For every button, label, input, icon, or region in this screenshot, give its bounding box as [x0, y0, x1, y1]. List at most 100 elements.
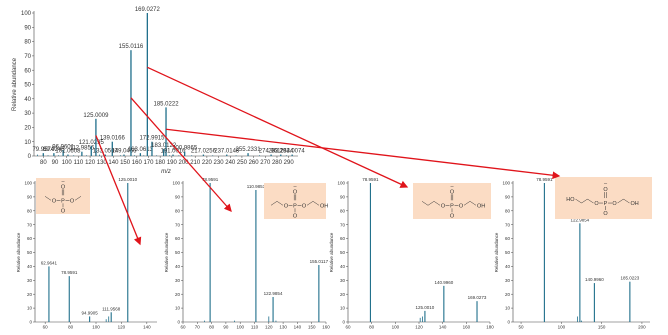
dimethyl-phosphate-anion: PO–OO O	[36, 178, 90, 214]
y-tick-label: 70	[24, 54, 31, 60]
peak-label: 89.0245	[43, 147, 65, 153]
bond	[306, 201, 314, 206]
phosphorus-atom: P	[450, 203, 454, 209]
x-axis-label: m/z	[161, 169, 171, 175]
peak-label: 78.9591	[362, 177, 379, 182]
peak-label: 149.0456	[111, 149, 137, 155]
peak-label: 169.0273	[468, 295, 487, 300]
arrow-0	[95, 135, 142, 246]
y-tick-label: 90	[175, 194, 181, 199]
y-tick-label: 30	[340, 278, 346, 283]
y-tick-label: 80	[175, 208, 181, 213]
y-tick-label: 70	[505, 222, 511, 227]
x-tick-label: 120	[265, 325, 273, 330]
x-tick-label: 80	[68, 325, 74, 330]
peak-label: 122.9854	[570, 217, 589, 222]
oxygen-atom: O	[284, 203, 289, 209]
x-tick-label: 140	[294, 325, 302, 330]
peak-label: 94.9905	[81, 310, 98, 315]
x-tick-label: 110	[251, 325, 259, 330]
y-tick-label: 70	[27, 222, 33, 227]
y-tick-label: 10	[505, 306, 511, 311]
y-tick-label: 10	[24, 140, 31, 146]
oxygen-atom: O	[61, 208, 66, 214]
peak-label: 125.0010	[416, 305, 435, 310]
bond	[581, 198, 588, 204]
y-axis-label: Relative abundance	[494, 232, 499, 272]
peak-label: 200.9865	[172, 146, 198, 152]
structure-box	[555, 177, 652, 219]
y-tick-label: 40	[505, 264, 511, 269]
peak-label: 125.0010	[118, 177, 137, 182]
x-tick-label: 150	[120, 160, 131, 166]
peak-label: 122.9854	[264, 291, 283, 296]
y-tick-label: 10	[340, 306, 346, 311]
oxygen-atom: O	[603, 211, 608, 217]
y-tick-label: 70	[340, 222, 346, 227]
peak-label: 163.0613	[128, 147, 154, 153]
peak-label: 140.9960	[585, 277, 604, 282]
x-tick-label: 60	[43, 325, 49, 330]
fragment-panel-185: 0 10 20 30 40 50 60 70 80 90 100 50 100 150 200 Relativ…	[494, 177, 650, 330]
x-tick-label: 100	[92, 325, 100, 330]
x-tick-label: 270	[260, 160, 271, 166]
x-tick-label: 230	[214, 160, 225, 166]
peak-label: 274.9611	[259, 149, 284, 155]
peak-label: 112.9856	[70, 146, 95, 152]
annotation-arrows	[95, 66, 561, 246]
y-tick-label: 20	[27, 292, 33, 297]
charge-sign: –	[450, 183, 454, 189]
y-tick-label: 40	[24, 97, 31, 103]
y-tick-label: 40	[27, 264, 33, 269]
peak-label: 255.2331	[236, 147, 262, 153]
x-tick-label: 240	[225, 160, 236, 166]
fragment-panel-155: 0 10 20 30 40 50 60 70 80 90 100 60 70 80 90 100 110 120 1…	[164, 177, 330, 330]
x-tick-label: 140	[143, 325, 151, 330]
y-tick-label: 0	[28, 154, 32, 160]
structure-box	[264, 183, 326, 219]
peak-label: 217.0256	[191, 149, 217, 155]
x-tick-label: 200	[179, 160, 190, 166]
peak-label: 191.0016	[160, 149, 186, 155]
x-tick-label: 100	[62, 160, 73, 166]
ethyl-hydroxyethyl-phosphate-anion: PO–OO O OH	[264, 183, 328, 219]
y-axis-label: Relative abundance	[12, 57, 18, 111]
peak-label: 185.0222	[154, 101, 180, 107]
bond	[575, 198, 582, 204]
bond	[463, 201, 471, 206]
y-axis-label: Relative abundance	[16, 232, 21, 272]
peak-label: 101.0608	[55, 149, 81, 155]
oxygen-atom: O	[52, 198, 57, 204]
arrow-2	[147, 66, 409, 188]
y-tick-label: 90	[505, 194, 511, 199]
x-tick-label: 130	[279, 325, 287, 330]
structure-box	[36, 178, 90, 214]
x-tick-label: 160	[463, 325, 471, 330]
y-tick-label: 50	[27, 250, 33, 255]
x-tick-label: 190	[167, 160, 178, 166]
y-tick-label: 0	[342, 320, 345, 325]
y-tick-label: 10	[175, 306, 181, 311]
y-tick-label: 20	[505, 292, 511, 297]
y-tick-label: 30	[175, 278, 181, 283]
y-tick-label: 0	[507, 320, 510, 325]
bond	[421, 201, 429, 206]
y-tick-label: 80	[505, 208, 511, 213]
y-tick-label: 60	[27, 236, 33, 241]
y-axis-label: Relative abundance	[164, 232, 169, 272]
x-tick-label: 110	[74, 160, 84, 166]
x-tick-label: 180	[155, 160, 166, 166]
charge-sign: –	[61, 178, 65, 184]
oxygen-atom: O	[293, 189, 298, 195]
peak-label: 110.9853	[247, 184, 266, 189]
x-tick-label: 160	[322, 325, 330, 330]
peak-label: 78.9591	[61, 270, 78, 275]
x-tick-label: 280	[272, 160, 283, 166]
structure-box	[413, 183, 491, 219]
peak-label: 155.0116	[119, 44, 144, 50]
y-tick-label: 30	[27, 278, 33, 283]
x-tick-label: 260	[249, 160, 260, 166]
x-tick-label: 290	[284, 160, 295, 166]
